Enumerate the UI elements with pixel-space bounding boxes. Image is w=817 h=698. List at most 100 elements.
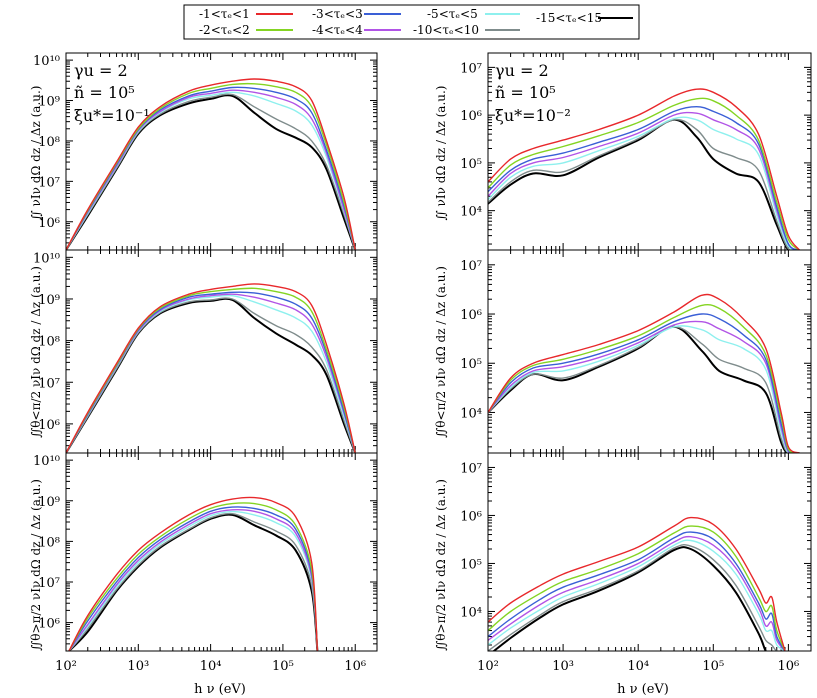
y-tick-label: 10⁸ (38, 335, 60, 350)
x-tick-label: 10² (477, 659, 499, 674)
legend-entry: -3<τₑ<3 (312, 7, 401, 21)
x-tick-label: 10² (55, 659, 77, 674)
x-tick-label: 10⁶ (344, 659, 366, 674)
y-tick-label: 10⁷ (38, 175, 60, 190)
series-line (488, 118, 800, 250)
series-line (66, 297, 356, 453)
y-tick-label: 10⁴ (460, 205, 482, 220)
series-line (488, 303, 800, 453)
x-tick-label: 10⁵ (702, 659, 724, 674)
series-line (488, 97, 800, 250)
y-tick-label: 10⁷ (38, 576, 60, 591)
param-line: γu = 2 (74, 61, 128, 80)
y-tick-label: 10⁴ (460, 605, 482, 620)
y-tick-label: 10⁵ (460, 557, 482, 572)
panel-right-row1: 10⁴ 10⁵ 10⁶ 10⁷ (460, 52, 812, 251)
legend-label: -5<τₑ<5 (427, 7, 478, 21)
series-line (68, 506, 319, 651)
x-tick-label: 10⁴ (627, 659, 649, 674)
series-line (488, 525, 786, 651)
params-left: γu = 2 ñ = 10⁵ ξu*=10⁻¹ (74, 61, 150, 125)
series-line (66, 291, 356, 453)
param-line: ξu*=10⁻¹ (74, 106, 150, 125)
series-line (66, 93, 356, 250)
series-line (68, 512, 319, 651)
y-tick-label: 10⁹ (38, 95, 60, 110)
series-line (488, 531, 786, 651)
x-tick-label: 10⁶ (778, 659, 800, 674)
y-axis-label-right-row2: ∬θ<π/2 νIν dΩ dz / Δz (a.u.) (434, 266, 448, 438)
x-tick-label: 10³ (552, 659, 574, 674)
series-line (68, 496, 319, 651)
series-line (492, 546, 768, 651)
panel-left-row3: 10² 10³ 10⁴ 10⁵ 10⁶ 10⁶ 10⁷ 10⁸ 10⁹ 10¹⁰ (33, 452, 378, 674)
x-axis-label-left: h ν (eV) (194, 682, 246, 697)
series-line (488, 88, 800, 250)
panel-right-row3: 10² 10³ 10⁴ 10⁵ 10⁶ 10⁴ 10⁵ 10⁶ 10⁷ (460, 452, 812, 674)
y-tick-label: 10⁷ (38, 376, 60, 391)
series-line (66, 283, 356, 453)
series-line (488, 111, 800, 250)
y-tick-label: 10⁹ (38, 293, 60, 308)
y-axis-label-left-row3: ∬θ>π/2 νIν dΩ dz / Δz (a.u.) (29, 479, 43, 651)
param-line: γu = 2 (495, 61, 549, 80)
y-axis-label-right-row3: ∬θ>π/2 νIν dΩ dz / Δz (a.u.) (434, 479, 448, 651)
legend-entry: -1<τₑ<1 (199, 7, 293, 21)
y-tick-label: 10⁶ (38, 617, 60, 632)
series-line (488, 116, 800, 250)
panel-left-row1: 10⁶ 10⁷ 10⁸ 10⁹ 10¹⁰ (33, 52, 378, 251)
legend-entry: -5<τₑ<5 (427, 7, 520, 21)
series-line (488, 320, 800, 453)
y-axis-label-left-row1: ∬ νIν dΩ dz / Δz (a.u.) (29, 86, 43, 221)
series-line (488, 105, 800, 250)
param-line: ñ = 10⁵ (495, 83, 556, 102)
y-tick-label: 10⁸ (38, 535, 60, 550)
plot-frame (65, 249, 378, 454)
y-tick-label: 10⁸ (38, 135, 60, 150)
y-tick-label: 10⁵ (460, 357, 482, 372)
y-tick-label: 10⁷ (460, 259, 482, 274)
plot-frame (487, 249, 812, 454)
series-line (68, 502, 319, 651)
y-tick-label: 10¹⁰ (33, 251, 60, 266)
series-line (68, 513, 319, 651)
y-tick-label: 10⁴ (460, 406, 482, 421)
legend-label: -15<τₑ<15 (536, 11, 602, 25)
x-tick-label: 10⁵ (272, 659, 294, 674)
y-tick-label: 10⁶ (460, 308, 482, 323)
y-tick-label: 10⁷ (460, 461, 482, 476)
legend-entry: -2<τₑ<2 (199, 23, 293, 37)
panel-left-row2: 10⁶ 10⁷ 10⁸ 10⁹ 10¹⁰ (33, 249, 378, 454)
series-line (488, 535, 786, 651)
series-line (66, 287, 356, 453)
series-line (66, 78, 356, 250)
legend-entry: -10<τₑ<10 (413, 23, 520, 37)
series-line (68, 510, 319, 651)
legend-frame (183, 4, 640, 40)
plot-frame (487, 452, 812, 652)
series-line (68, 508, 319, 651)
series-line (488, 516, 786, 651)
params-right: γu = 2 ñ = 10⁵ ξu*=10⁻² (495, 61, 571, 125)
panels: 10⁶ 10⁷ 10⁸ 10⁹ 10¹⁰ 10⁴ 10⁵ 10⁶ 10⁷ 10⁶ 10⁷ 10⁸ 10⁹… (33, 52, 812, 674)
legend-label: -3<τₑ<3 (312, 7, 363, 21)
panel-right-row2: 10⁴ 10⁵ 10⁶ 10⁷ (460, 249, 812, 454)
y-axis-label-right-row1: ∬ νIν dΩ dz / Δz (a.u.) (434, 86, 448, 221)
y-tick-label: 10⁶ (38, 216, 60, 231)
series-line (488, 325, 800, 453)
series-line (488, 539, 786, 651)
legend-label: -2<τₑ<2 (199, 23, 250, 37)
y-tick-label: 10⁶ (38, 418, 60, 433)
series-line (488, 293, 800, 453)
y-axis-label-left-row2: ∬θ<π/2 νIν dΩ dz / Δz (a.u.) (29, 266, 43, 438)
x-axis-label-right: h ν (eV) (617, 682, 669, 697)
y-tick-label: 10⁶ (460, 509, 482, 524)
legend-label: -10<τₑ<10 (413, 23, 479, 37)
y-tick-label: 10¹⁰ (33, 54, 60, 69)
plot-frame (65, 452, 378, 652)
y-tick-label: 10⁶ (460, 109, 482, 124)
legend-label: -1<τₑ<1 (199, 7, 250, 21)
legend-label: -4<τₑ<4 (312, 23, 363, 37)
y-tick-label: 10⁷ (460, 61, 482, 76)
